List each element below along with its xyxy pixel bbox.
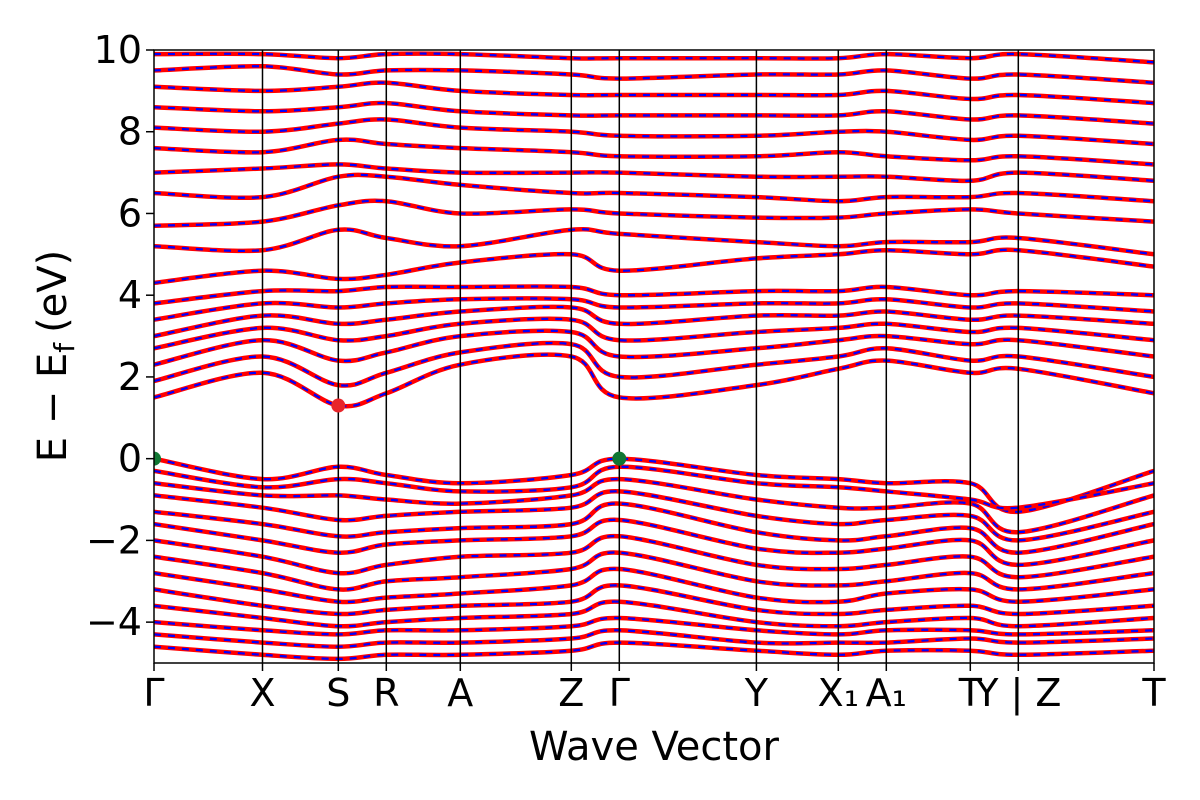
kpoint-lines [261, 50, 1020, 663]
x-tick-label-9: A₁ [866, 671, 907, 715]
x-tick-label-10: T [958, 671, 983, 715]
y-tick-label-3: 4 [118, 273, 142, 317]
y-axis-title-subscript: f [48, 342, 81, 353]
y-axis-title-main: E − E [30, 353, 76, 463]
x-tick-label-2: S [326, 671, 350, 715]
y-tick-label-7: −4 [86, 600, 142, 644]
y-tick-label-5: 0 [118, 437, 142, 481]
y-tick-label-4: 2 [118, 355, 142, 399]
y-axis-title-group: E − Ef (eV) [30, 250, 81, 463]
x-tick-label-11: Y | Z [974, 671, 1061, 716]
y-tick-label-1: 8 [118, 110, 142, 154]
y-tick-label-0: 10 [94, 28, 142, 72]
x-tick-label-4: A [447, 671, 473, 715]
y-tick-label-2: 6 [118, 191, 142, 235]
y-axis-ticks: 10 8 6 4 2 0 −2 −4 [86, 28, 154, 644]
x-tick-label-6: Γ [609, 671, 630, 715]
y-axis-title-unit: (eV) [30, 250, 76, 333]
svg-text:E − Ef(eV): E − Ef (eV) [30, 250, 81, 463]
y-tick-label-6: −2 [86, 518, 142, 562]
x-tick-label-5: Z [558, 671, 584, 715]
extrema-markers [154, 398, 627, 466]
x-tick-label-7: Y [744, 671, 769, 715]
cbm-marker-0 [331, 398, 346, 413]
x-axis-title: Wave Vector [529, 724, 780, 770]
x-tick-label-12: T [1141, 671, 1166, 715]
vbm-marker-1 [612, 451, 627, 466]
plot-frame [153, 49, 1155, 664]
vbm-marker-0 [154, 451, 161, 466]
x-tick-label-1: X [249, 671, 275, 715]
x-tick-label-0: Γ [143, 671, 164, 715]
x-tick-label-3: R [373, 671, 399, 715]
x-tick-label-8: X₁ [818, 671, 859, 715]
